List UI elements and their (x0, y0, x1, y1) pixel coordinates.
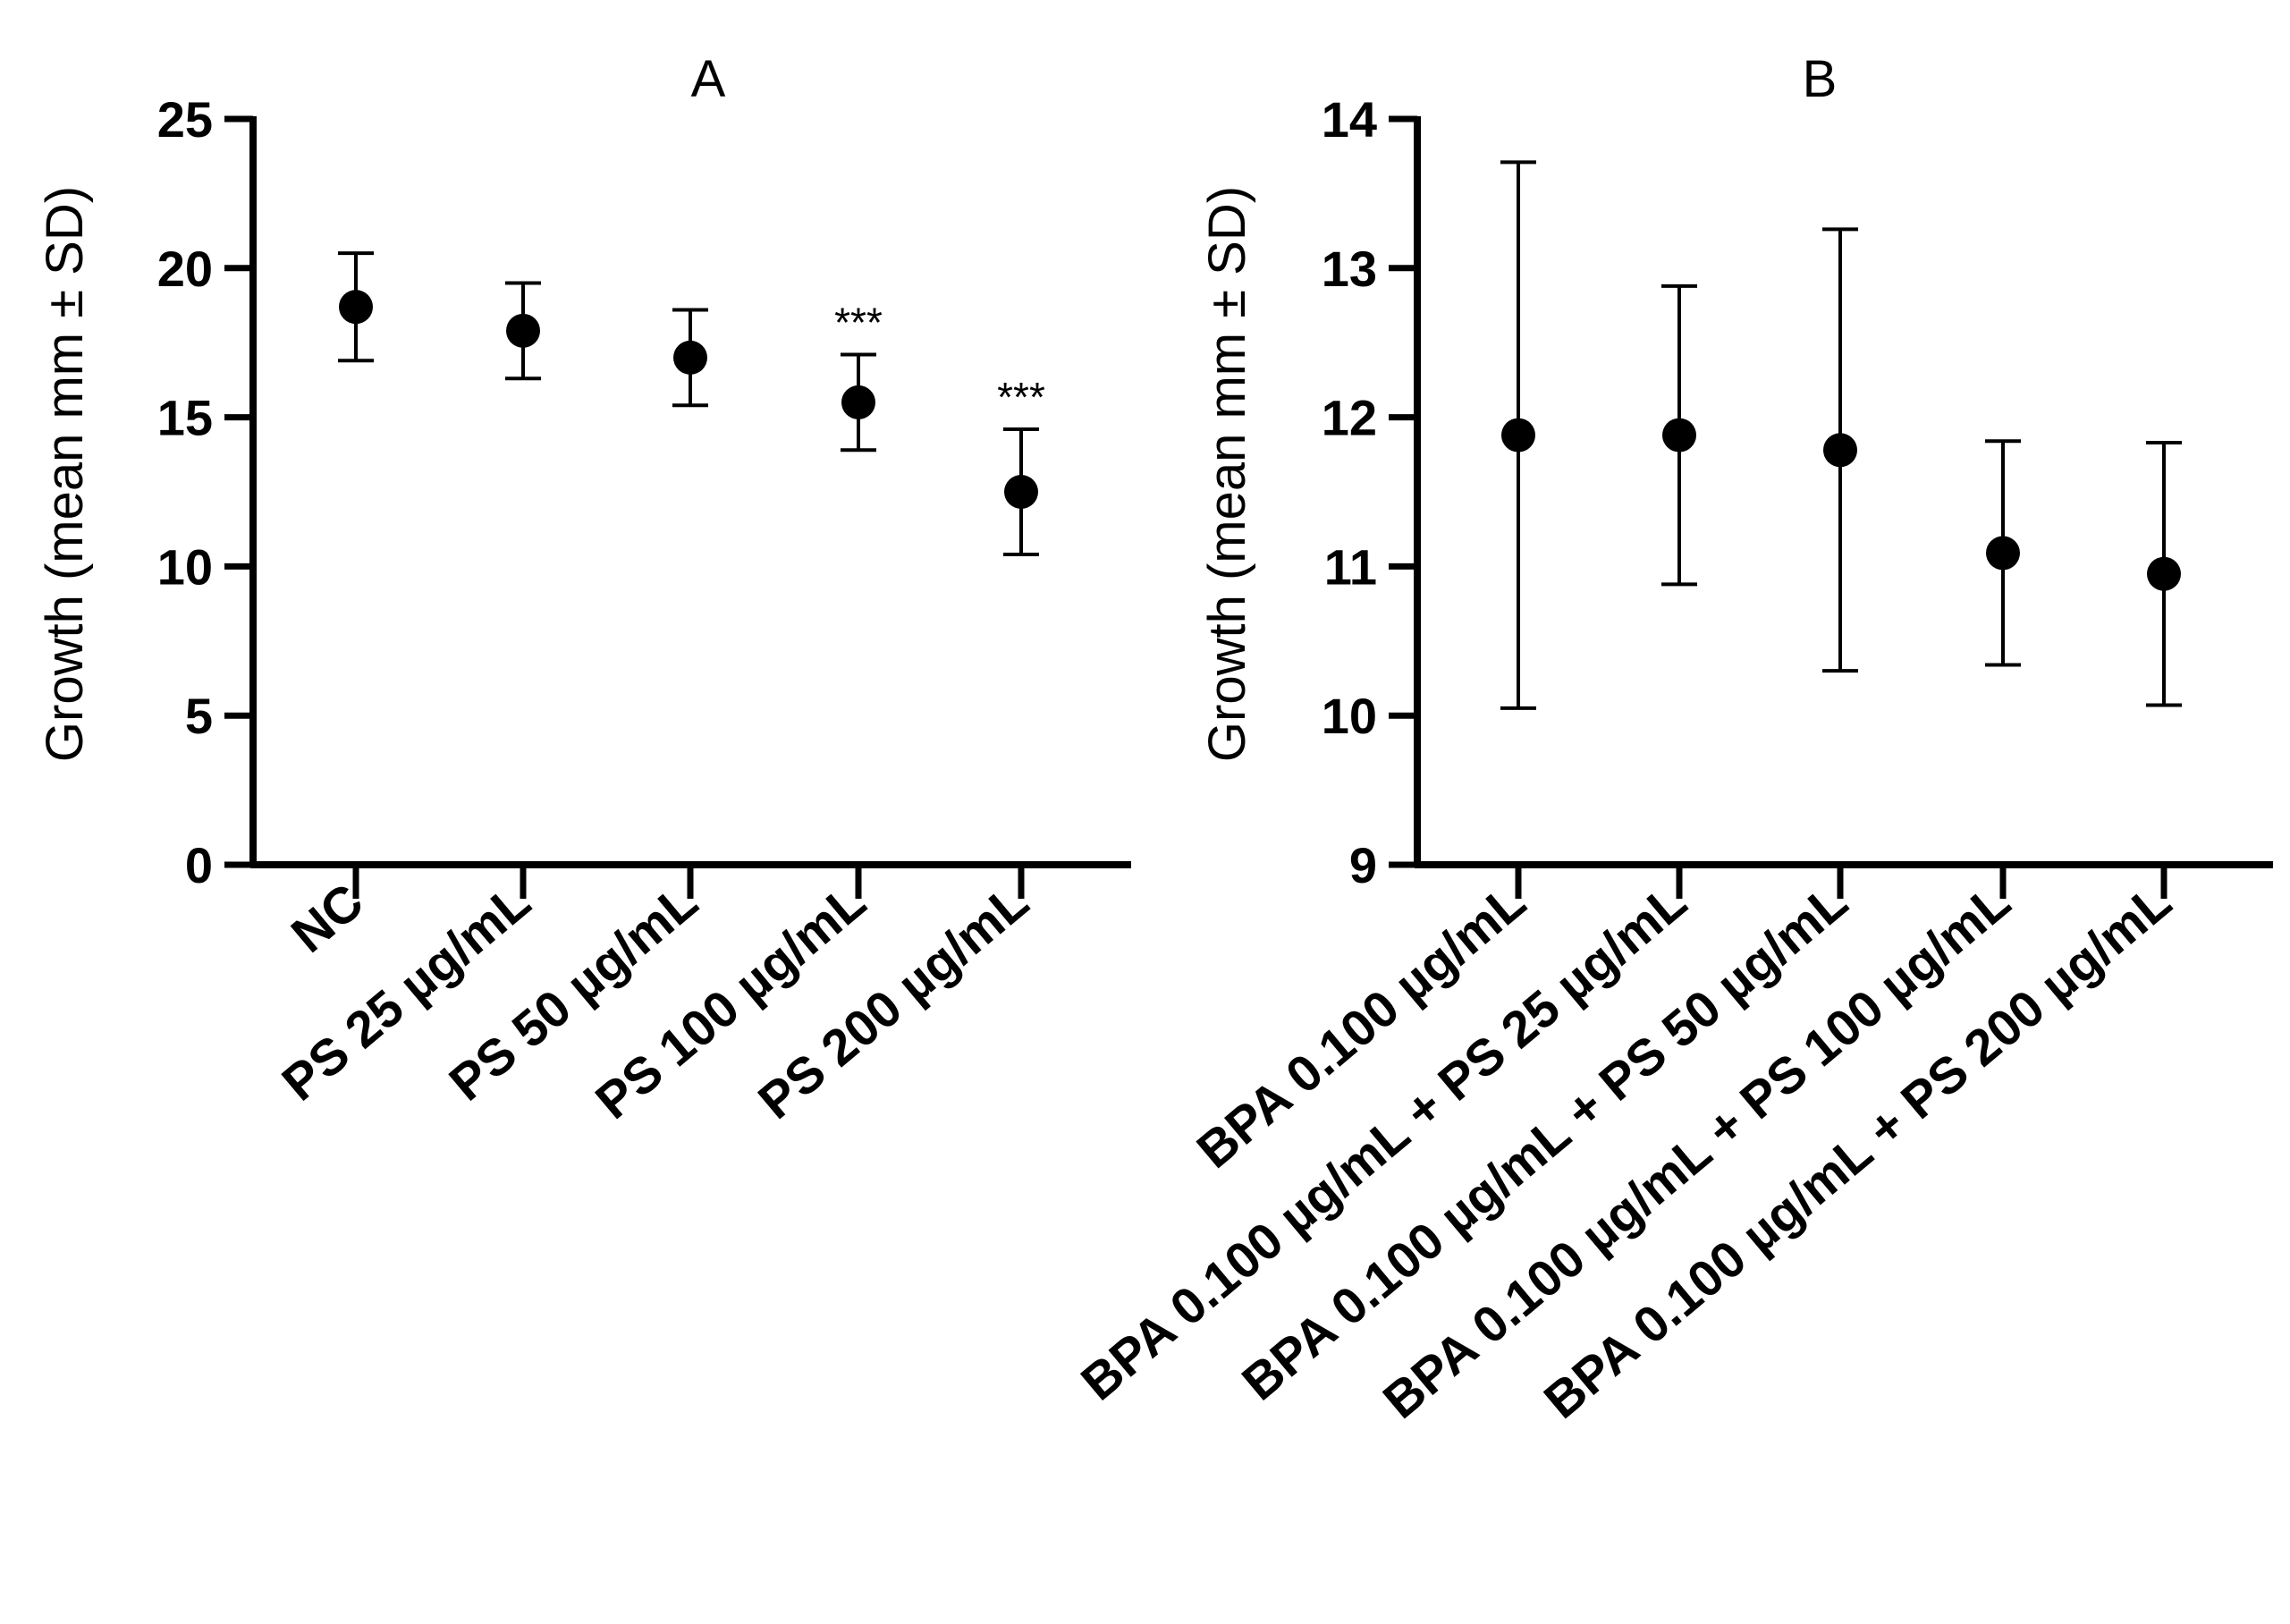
y-tick-label: 15 (157, 390, 213, 446)
x-category-label: PS 200 µg/mL (748, 873, 1039, 1130)
data-point (1501, 418, 1535, 453)
y-tick-label: 11 (1324, 538, 1377, 595)
data-point (339, 290, 373, 325)
significance-marker: *** (834, 300, 883, 346)
y-axis-label: Growth (mean mm ± SD) (36, 186, 94, 762)
y-tick-label: 0 (185, 837, 213, 893)
data-point (673, 340, 707, 375)
data-point (1823, 433, 1857, 468)
data-point (2147, 556, 2181, 591)
y-axis-label: Growth (mean mm ± SD) (1198, 186, 1256, 762)
data-point (1986, 536, 2020, 571)
y-tick-label: 14 (1322, 91, 1377, 148)
y-tick-label: 5 (185, 688, 213, 744)
data-point (1662, 418, 1696, 453)
y-tick-label: 20 (157, 241, 213, 297)
panel-title: B (1803, 50, 1838, 108)
y-tick-label: 25 (157, 91, 213, 148)
y-tick-label: 10 (1322, 688, 1377, 744)
significance-marker: *** (997, 374, 1045, 420)
y-tick-label: 13 (1322, 241, 1377, 297)
data-point (841, 385, 875, 419)
panel-B: B 9 10 11 12 13 14 Growth (mean mm ± SD) BPA 0.1… (1070, 50, 2273, 1430)
y-tick-label: 10 (157, 538, 213, 595)
y-tick-label: 12 (1322, 390, 1377, 446)
data-point (1004, 475, 1038, 509)
x-category-label: BPA 0.100 µg/mL + PS 50 µg/mL (1231, 873, 1858, 1412)
data-point (506, 313, 540, 348)
y-tick-label: 9 (1349, 837, 1377, 893)
panel-title: A (691, 50, 726, 108)
x-category-label: NC (281, 873, 374, 964)
